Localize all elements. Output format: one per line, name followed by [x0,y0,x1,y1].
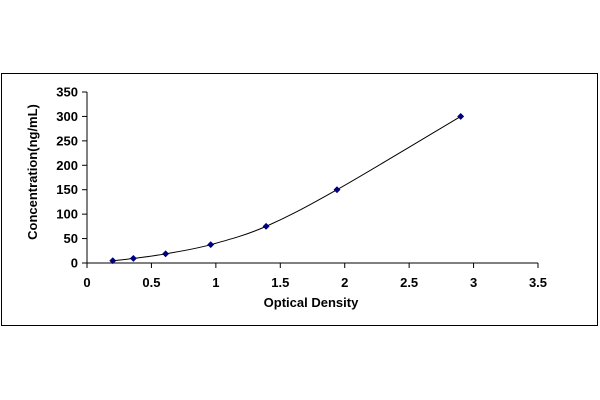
x-tick-label: 0.5 [142,275,160,290]
x-tick-label: 3.5 [529,275,547,290]
outer-frame [1,73,598,326]
x-axis-title: Optical Density [264,295,359,310]
y-tick-label: 350 [56,85,78,100]
y-axis-title: Concentration(ng/mL) [25,104,40,240]
x-tick-label: 3 [470,275,477,290]
data-point [262,222,270,230]
y-tick-label: 300 [56,109,78,124]
y-tick-label: 50 [64,231,78,246]
data-point [162,250,170,258]
y-tick-label: 250 [56,133,78,148]
y-tick-label: 200 [56,158,78,173]
data-point [129,254,137,262]
x-tick-label: 2.5 [400,275,418,290]
x-tick-label: 2 [341,275,348,290]
x-tick-label: 1 [212,275,219,290]
data-point [109,257,117,265]
y-tick-label: 100 [56,207,78,222]
y-tick-label: 0 [71,256,78,271]
x-tick-labels: 0 0.5 1 1.5 2 2.5 3 3.5 [83,275,547,290]
y-tick-label: 150 [56,182,78,197]
data-point [333,186,341,194]
data-point [457,112,465,120]
x-tick-label: 1.5 [271,275,289,290]
x-tick-label: 0 [83,275,90,290]
y-tick-labels: 0 50 100 150 200 250 300 350 [56,85,78,271]
data-point [207,241,215,249]
plot-area [82,91,539,268]
